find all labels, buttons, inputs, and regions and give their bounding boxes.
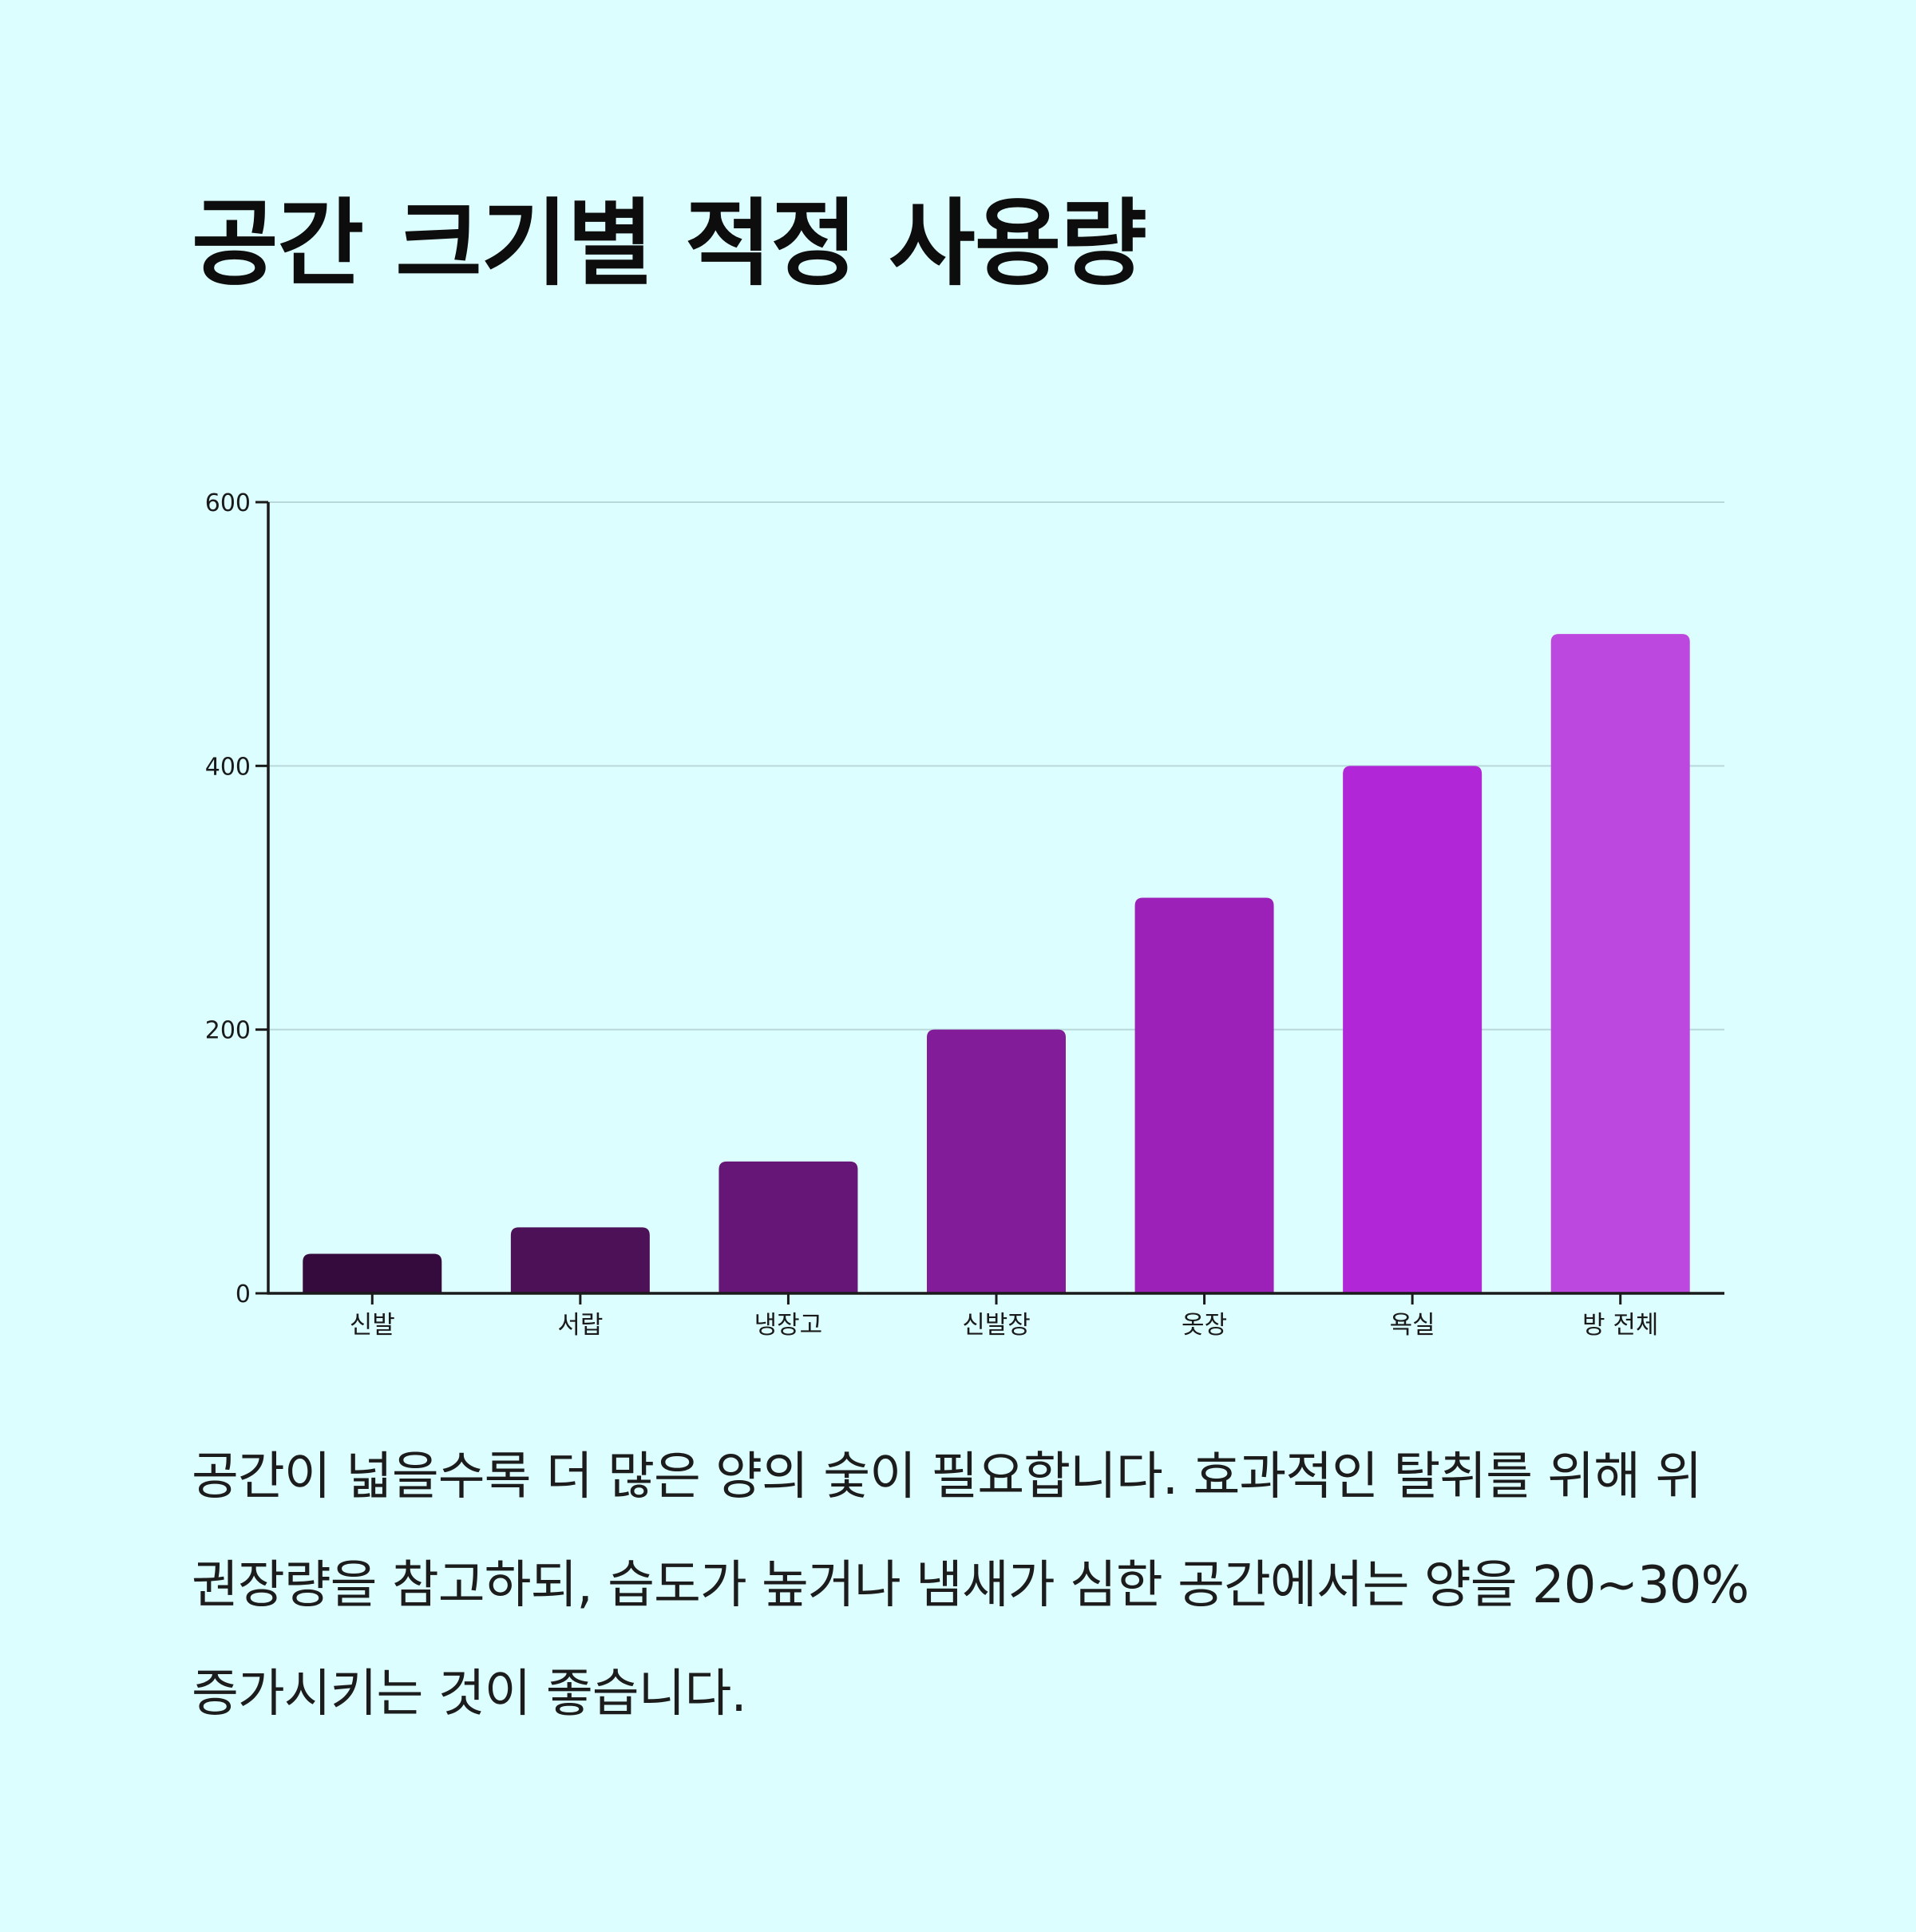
axes — [255, 501, 1724, 1304]
page-title: 공간 크기별 적정 사용량 — [192, 188, 1147, 299]
bars — [303, 634, 1690, 1293]
x-tick-label: 신발 — [350, 1311, 395, 1340]
x-tick-label: 옷장 — [1182, 1311, 1227, 1340]
tick-labels: 0 200 400 600 신발 서랍 냉장고 신발장 옷장 욕실 방 전체 — [205, 489, 1659, 1340]
bar — [1550, 634, 1690, 1293]
bar — [718, 1161, 858, 1293]
x-tick-label: 서랍 — [557, 1311, 603, 1340]
x-tick-label: 욕실 — [1390, 1311, 1435, 1340]
bar-chart: 0 200 400 600 신발 서랍 냉장고 신발장 옷장 욕실 방 전체 — [205, 489, 1724, 1340]
y-tick-label: 600 — [205, 489, 251, 517]
bar — [1343, 766, 1483, 1293]
bar — [927, 1029, 1066, 1293]
bar — [303, 1253, 442, 1293]
bar — [1134, 897, 1274, 1293]
x-tick-label: 신발장 — [962, 1311, 1031, 1340]
gridlines — [268, 501, 1724, 1031]
bar — [510, 1227, 650, 1293]
y-tick-label: 200 — [205, 1017, 251, 1045]
description-text: 공간이 넓을수록 더 많은 양의 숯이 필요합니다. 효과적인 탈취를 위해 위… — [192, 1447, 1749, 1724]
y-tick-label: 400 — [205, 753, 251, 781]
y-tick-label: 0 — [236, 1281, 251, 1308]
x-tick-label: 냉장고 — [754, 1311, 823, 1340]
x-tick-label: 방 전체 — [1582, 1311, 1658, 1340]
